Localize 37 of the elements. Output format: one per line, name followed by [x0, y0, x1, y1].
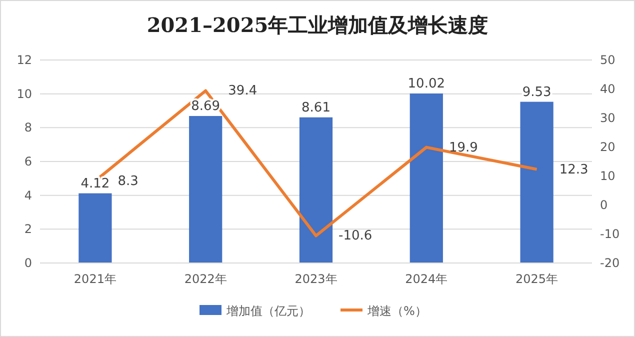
x-tick-label: 2023年 [294, 272, 338, 286]
y-tick-label: 0 [24, 256, 32, 270]
bar [299, 117, 333, 263]
data-label: 39.4 [228, 84, 258, 99]
bar [78, 193, 112, 263]
legend-label: 增加值（亿元） [226, 304, 310, 318]
x-tick-label: 2021年 [74, 272, 116, 286]
y2-tick-label: 10 [600, 169, 616, 183]
y-tick-label: 12 [16, 53, 32, 67]
y2-tick-label: -20 [600, 256, 620, 270]
y-tick-label: 8 [24, 120, 32, 135]
legend-label: 增速（%） [366, 304, 427, 318]
x-tick-label: 2025年 [516, 272, 558, 286]
chart-title: 2021–2025年工业增加值及增长速度 [146, 13, 488, 37]
y2-tick-label: 50 [600, 53, 616, 67]
bar [410, 93, 443, 263]
data-label: 12.3 [559, 162, 588, 178]
y2-tick-label: 30 [600, 111, 616, 125]
y2-tick-label: 40 [600, 82, 616, 96]
data-label: 9.53 [522, 84, 552, 100]
data-label: 8.3 [118, 174, 138, 189]
x-tick-label: 2022年 [184, 272, 227, 286]
y-tick-label: 4 [24, 188, 32, 202]
data-label: 19.9 [448, 140, 478, 156]
y-tick-label: 10 [16, 86, 32, 101]
bar [520, 102, 554, 263]
y-tick-label: 2 [24, 222, 32, 236]
bar [189, 116, 222, 263]
data-label: -10.6 [338, 228, 372, 244]
x-tick-label: 2024年 [405, 272, 448, 286]
y2-tick-label: 20 [600, 140, 616, 154]
y2-tick-label: -10 [600, 227, 620, 241]
data-label: 4.12 [80, 176, 110, 192]
y-tick-label: 6 [24, 154, 32, 168]
data-label: 8.61 [302, 100, 330, 116]
data-label: 10.02 [408, 76, 446, 92]
y2-tick-label: 0 [600, 198, 608, 212]
